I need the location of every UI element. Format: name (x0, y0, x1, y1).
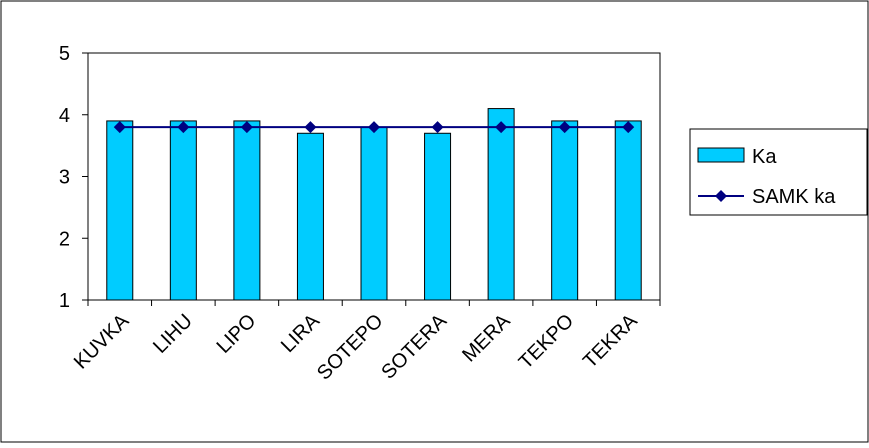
bar-ka (551, 120, 579, 301)
bar-ka (233, 120, 261, 301)
bar-ka (106, 120, 134, 301)
bar-ka (614, 120, 642, 301)
bar-ka (360, 126, 388, 301)
marker-samk-ka (240, 121, 253, 134)
bar-ka (487, 108, 515, 301)
marker-samk-ka (558, 121, 571, 134)
y-tick-label: 2 (59, 228, 70, 250)
legend: Ka SAMK ka (689, 128, 868, 216)
y-tick-label: 3 (59, 167, 70, 189)
marker-samk-ka (177, 121, 190, 134)
marker-samk-ka (622, 121, 635, 134)
y-tick-label: 5 (59, 43, 70, 65)
marker-samk-ka (368, 121, 380, 134)
marker-samk-ka (304, 121, 317, 134)
bar-ka (424, 132, 452, 301)
legend-label-ka: Ka (752, 146, 777, 168)
y-tick-label: 1 (59, 290, 70, 312)
legend-label-samk-ka: SAMK ka (752, 186, 836, 208)
legend-box (689, 128, 868, 216)
marker-samk-ka (113, 121, 126, 134)
marker-samk-ka (431, 121, 444, 134)
bar-ka (169, 120, 197, 301)
bar-ka (296, 132, 324, 301)
y-tick-label: 4 (59, 105, 70, 127)
legend-marker-samk-ka (715, 190, 727, 202)
legend-swatch-ka (697, 147, 745, 163)
marker-samk-ka (495, 121, 508, 134)
